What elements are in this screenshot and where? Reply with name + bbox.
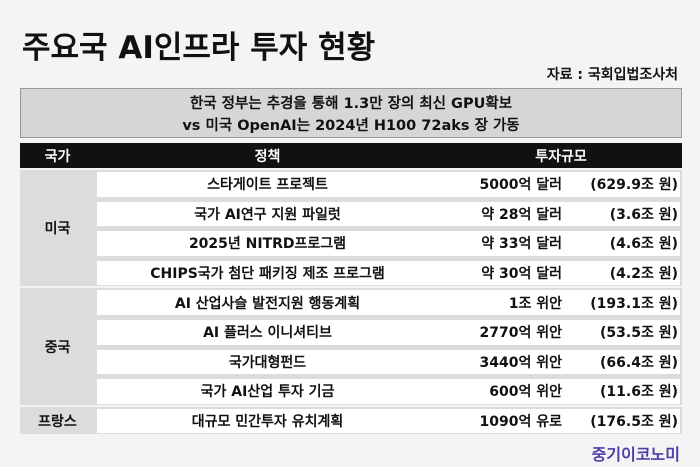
- krw-cell: (53.5조 원): [600, 325, 678, 342]
- krw-cell: (11.6조 원): [600, 384, 678, 401]
- title: 주요국 AI인프라 투자 현황: [22, 30, 376, 66]
- amount-cell: 약 28억 달러: [481, 206, 562, 223]
- krw-cell: (66.4조 원): [600, 354, 678, 371]
- policy-cell: CHIPS국가 첨단 패키징 제조 프로그램: [150, 266, 385, 283]
- policy-cell: 대규모 민간투자 유치계획: [191, 414, 344, 431]
- row-bg: [97, 320, 680, 345]
- row-bg: [97, 290, 680, 315]
- summary-line: 한국 정부는 추경을 통해 1.3만 장의 최신 GPU확보: [189, 96, 513, 112]
- amount-cell: 3440억 위안: [479, 354, 562, 371]
- amount-cell: 5000억 달러: [479, 177, 562, 194]
- amount-cell: 600억 위안: [489, 384, 562, 401]
- amount-cell: 약 33억 달러: [481, 236, 562, 253]
- policy-cell: 국가 AI연구 지원 파일럿: [194, 206, 341, 223]
- source: 자료 : 국회입법조사처: [546, 67, 678, 83]
- row-bg: [97, 172, 680, 197]
- amount-cell: 약 30억 달러: [481, 266, 562, 283]
- column-header: 국가: [44, 148, 71, 165]
- summary-line: vs 미국 OpenAI는 2024년 H100 72aks 장 가동: [182, 118, 520, 134]
- table-header: [20, 143, 682, 168]
- column-header: 투자규모: [535, 148, 587, 165]
- policy-cell: 스타게이트 프로젝트: [207, 177, 328, 194]
- logo: 중기이코노미: [591, 445, 680, 464]
- row-bg: [97, 201, 680, 227]
- krw-cell: (4.2조 원): [609, 266, 678, 283]
- amount-cell: 1조 위안: [508, 295, 562, 312]
- policy-cell: 국가대형펀드: [228, 354, 307, 371]
- krw-cell: (3.6조 원): [609, 206, 678, 223]
- row-bg: [97, 260, 680, 286]
- row-bg: [97, 231, 680, 256]
- policy-cell: AI 플러스 이니셔티브: [203, 325, 332, 342]
- amount-cell: 2770억 위안: [479, 325, 562, 342]
- policy-cell: AI 산업사슬 발전지원 행동계획: [174, 295, 361, 312]
- column-header: 정책: [254, 148, 281, 165]
- krw-cell: (629.9조 원): [590, 177, 678, 194]
- country-cell: 미국: [44, 221, 71, 238]
- country-cell: 프랑스: [38, 413, 77, 430]
- row-bg: [97, 379, 680, 404]
- country-cell: 중국: [44, 339, 71, 356]
- krw-cell: (4.6조 원): [609, 236, 678, 253]
- summary-box: 한국 정부는 추경을 통해 1.3만 장의 최신 GPU확보 vs 미국 Ope…: [20, 88, 682, 138]
- amount-cell: 1090억 유로: [479, 414, 562, 431]
- row-bg: [97, 408, 680, 434]
- krw-cell: (193.1조 원): [590, 295, 678, 312]
- policy-cell: 국가 AI산업 투자 기금: [200, 384, 335, 401]
- krw-cell: (176.5조 원): [590, 414, 678, 431]
- policy-cell: 2025년 NITRD프로그램: [188, 236, 347, 253]
- row-bg: [97, 349, 680, 375]
